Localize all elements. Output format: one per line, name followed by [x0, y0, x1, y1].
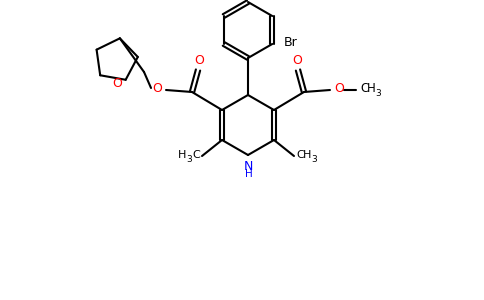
Text: H: H [303, 150, 311, 160]
Text: 3: 3 [311, 155, 317, 164]
Text: O: O [152, 82, 162, 95]
Text: 3: 3 [186, 155, 192, 164]
Text: H: H [178, 150, 186, 160]
Text: O: O [112, 77, 122, 90]
Text: C: C [296, 150, 304, 160]
Text: N: N [243, 160, 253, 172]
Text: Br: Br [283, 35, 297, 49]
Text: H: H [367, 82, 376, 95]
Text: O: O [292, 55, 302, 68]
Text: H: H [245, 169, 253, 179]
Text: O: O [194, 55, 204, 68]
Text: C: C [192, 150, 200, 160]
Text: O: O [334, 82, 344, 95]
Text: C: C [360, 82, 368, 95]
Text: 3: 3 [375, 89, 381, 98]
